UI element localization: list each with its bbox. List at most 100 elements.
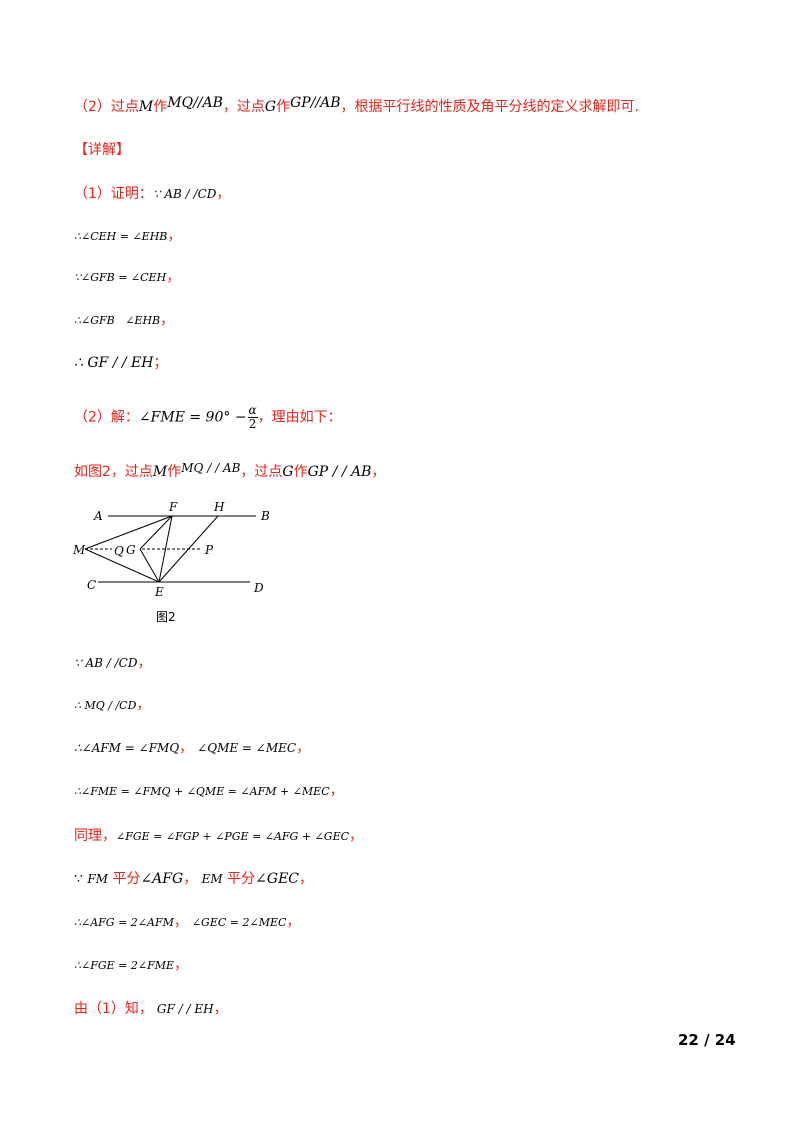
punct: ，: [296, 740, 311, 756]
construction-line: 如图2，过点M作MQ / / AB，过点G作GP / / AB，: [74, 461, 386, 482]
math-M: M: [138, 99, 154, 115]
label-H: H: [213, 500, 225, 514]
math-expr: ∴∠GFB ∠EHB: [74, 314, 161, 327]
label-P: P: [204, 543, 214, 557]
proof-line-11: ∵ FM 平分∠AFG， EM 平分∠GEC，: [74, 869, 313, 889]
math-GP-parallel-AB: GP / / AB: [307, 464, 372, 480]
text: （2）过点: [74, 99, 139, 115]
math-FM: FM: [87, 872, 108, 886]
math-expr: ∠FGE = ∠FGP + ∠PGE = ∠AFG + ∠GEC: [116, 830, 350, 843]
text: 作: [167, 464, 182, 480]
proof-line-12: ∴∠AFG = 2∠AFM， ∠GEC = 2∠MEC，: [74, 912, 300, 933]
text: 平分: [227, 871, 256, 887]
math-expr: ∴∠FGE = 2∠FME: [74, 959, 175, 972]
math-expr: ∴∠FME = ∠FMQ + ∠QME = ∠AFM + ∠MEC: [74, 785, 330, 798]
punct: ，: [371, 464, 386, 480]
solution-line: （2）解：∠FME = 90° − α 2 ，理由如下：: [74, 404, 342, 431]
punct: ，: [216, 186, 231, 202]
punct: ，: [329, 783, 344, 799]
math-MQ-parallel-AB: MQ//AB: [167, 95, 223, 111]
segment-FE: [158, 515, 173, 583]
proof-line-9: ∴∠FME = ∠FMQ + ∠QME = ∠AFM + ∠MEC，: [74, 781, 344, 802]
heading-text: 【详解】: [74, 142, 130, 158]
proof-line-1: （1）证明：∵ AB / /CD，: [74, 184, 230, 204]
geometry-figure: A F H B M Q G P C E D 图2: [72, 500, 270, 624]
text: （2）解：: [74, 409, 139, 426]
math-expr: ∴ MQ / /CD: [74, 699, 137, 712]
segment-MF: [84, 515, 173, 550]
math-expr: ∵ AB / /CD: [74, 656, 138, 670]
punct: ，: [160, 312, 175, 328]
page-number: 22 / 24: [678, 1031, 736, 1049]
math-angle-AFG: ∠AFG: [140, 871, 184, 887]
hint-line-2: （2）过点M作MQ//AB，过点G作GP//AB，根据平行线的性质及角平分线的定…: [74, 95, 639, 117]
punct: ，: [213, 1001, 228, 1017]
math-MQ-parallel-AB: MQ / / AB: [181, 461, 241, 475]
math-expr: ∴∠AFM = ∠FMQ: [74, 741, 180, 755]
fraction-denominator: 2: [248, 417, 257, 431]
label-M: M: [72, 543, 86, 557]
text: 作: [276, 99, 291, 115]
math-EM: EM: [201, 872, 223, 886]
math-expr: ∠FME = 90° −: [138, 409, 247, 426]
text: 平分: [112, 871, 141, 887]
math-expr: ∴∠CEH = ∠EHB: [74, 230, 168, 243]
math-expr: ∴∠AFG = 2∠AFM: [74, 916, 174, 929]
proof-line-14: 由（1）知， GF / / EH，: [74, 999, 228, 1019]
label-C: C: [87, 578, 96, 592]
punct: ，: [174, 957, 189, 973]
punct: ；: [153, 355, 168, 371]
math-symbol: ∵: [74, 871, 83, 887]
math-expr: ∴ GF / / EH: [74, 355, 154, 371]
punct: ，: [286, 914, 301, 930]
text: 由（1）知，: [74, 1001, 153, 1017]
figure-caption: 图2: [156, 610, 176, 624]
punct: ，: [173, 914, 188, 930]
segment-GE: [139, 548, 160, 583]
fraction-numerator: α: [247, 403, 258, 418]
punct: ，: [349, 828, 364, 844]
math-expr: ∠QME = ∠MEC: [197, 741, 297, 755]
section-heading-detail: 【详解】: [74, 140, 130, 160]
punct: ，: [299, 871, 314, 887]
punct: ，: [166, 269, 181, 285]
math-GP-parallel-AB: GP//AB: [290, 95, 341, 111]
label-G: G: [126, 543, 136, 557]
proof-line-5: ∴ GF / / EH；: [74, 353, 167, 373]
text: 作: [153, 99, 168, 115]
text: ，过点: [222, 99, 265, 115]
label-F: F: [168, 500, 178, 514]
proof-line-2: ∴∠CEH = ∠EHB，: [74, 226, 181, 247]
text: 作: [293, 464, 308, 480]
math-expr: ∵ AB / /CD: [152, 187, 217, 201]
text: 如图2，过点: [74, 464, 153, 480]
math-expr: ∵∠GFB = ∠CEH: [74, 271, 167, 284]
segment-FG: [139, 515, 173, 550]
punct: ，: [179, 740, 194, 756]
proof-line-3: ∵∠GFB = ∠CEH，: [74, 267, 180, 288]
text: ，根据平行线的性质及角平分线的定义求解即可.: [340, 99, 639, 115]
segment-ME: [84, 548, 160, 583]
label-A: A: [93, 509, 103, 523]
proof-line-4: ∴∠GFB ∠EHB，: [74, 310, 174, 331]
text: ，过点: [240, 464, 283, 480]
proof-line-8: ∴∠AFM = ∠FMQ， ∠QME = ∠MEC，: [74, 738, 310, 758]
math-G: G: [264, 99, 277, 115]
punct: ，: [137, 655, 152, 671]
text: 同理，: [74, 828, 116, 844]
label-D: D: [253, 581, 264, 595]
proof-line-6: ∵ AB / /CD，: [74, 653, 151, 673]
proof-line-7: ∴ MQ / /CD，: [74, 695, 150, 716]
text: ，理由如下：: [257, 409, 342, 426]
label-B: B: [260, 509, 270, 523]
math-angle-GEC: ∠GEC: [255, 871, 300, 887]
proof-line-10: 同理，∠FGE = ∠FGP + ∠PGE = ∠AFG + ∠GEC，: [74, 826, 363, 847]
text: （1）证明：: [74, 186, 153, 202]
math-expr: GF / / EH: [156, 1002, 214, 1016]
label-E: E: [154, 585, 164, 599]
math-M: M: [152, 464, 168, 480]
math-expr: ∠GEC = 2∠MEC: [191, 916, 287, 929]
punct: ，: [167, 228, 182, 244]
punct: ，: [136, 697, 151, 713]
